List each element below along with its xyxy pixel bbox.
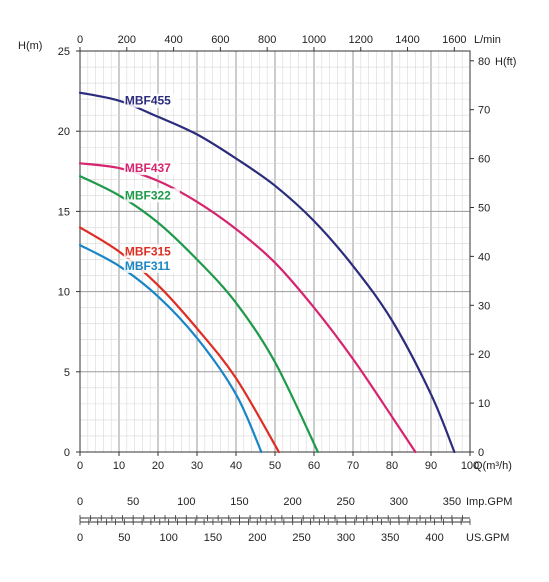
x-top-tick-label: 1000 bbox=[302, 34, 326, 46]
series-label-background bbox=[123, 258, 180, 273]
us_gpm-tick-label: 200 bbox=[248, 532, 266, 544]
us_gpm-tick-label: 300 bbox=[337, 532, 355, 544]
series-label-mbf437: MBF437 bbox=[125, 161, 171, 175]
x-top-tick-label: 1200 bbox=[349, 34, 373, 46]
imp_gpm-tick-label: 100 bbox=[177, 496, 195, 508]
imp_gpm-tick-label: 50 bbox=[127, 496, 139, 508]
series-curve-mbf322 bbox=[78, 175, 319, 454]
y-right-tick-label: 20 bbox=[478, 349, 490, 361]
y-right-tick-label: 70 bbox=[478, 105, 490, 117]
series-curve-mbf315 bbox=[78, 226, 280, 454]
us_gpm-axis-title: US.GPM bbox=[466, 532, 509, 544]
series-label-mbf455: MBF455 bbox=[125, 94, 171, 108]
y-left-tick-label: 5 bbox=[64, 367, 70, 379]
x-top-tick-label: 400 bbox=[164, 34, 182, 46]
x-bottom-tick-label: 0 bbox=[77, 460, 83, 472]
y-right-tick-label: 10 bbox=[478, 398, 490, 410]
x-top-tick-label: 0 bbox=[77, 34, 83, 46]
series-label-background bbox=[123, 161, 180, 176]
series-label-mbf315: MBF315 bbox=[125, 245, 171, 259]
imp_gpm-tick-label: 0 bbox=[77, 496, 83, 508]
us_gpm-tick-label: 50 bbox=[118, 532, 130, 544]
x-top-tick-label: 200 bbox=[118, 34, 136, 46]
us_gpm-tick-label: 100 bbox=[159, 532, 177, 544]
y-left-tick-label: 15 bbox=[58, 206, 70, 218]
series-label-mbf311: MBF311 bbox=[125, 259, 171, 273]
imp_gpm-tick-label: 350 bbox=[443, 496, 461, 508]
x-bottom-tick-label: 40 bbox=[230, 460, 242, 472]
imp_gpm-tick-label: 300 bbox=[390, 496, 408, 508]
y-right-tick-label: 30 bbox=[478, 300, 490, 312]
x-bottom-tick-label: 60 bbox=[308, 460, 320, 472]
series-curve-mbf455 bbox=[78, 91, 456, 454]
y-left-tick-label: 20 bbox=[58, 126, 70, 138]
us_gpm-tick-label: 250 bbox=[292, 532, 310, 544]
y-right-tick-label: 80 bbox=[478, 56, 490, 68]
y-left-tick-label: 10 bbox=[58, 287, 70, 299]
x-bottom-tick-label: 70 bbox=[347, 460, 359, 472]
x-top-tick-label: 1400 bbox=[395, 34, 419, 46]
x-bottom-tick-label: 100 bbox=[461, 460, 479, 472]
series-label-background bbox=[123, 188, 180, 203]
x-bottom-axis-title: Q(m³/h) bbox=[474, 460, 512, 472]
y-right-tick-label: 0 bbox=[478, 447, 484, 459]
y-right-tick-label: 40 bbox=[478, 251, 490, 263]
series-label-background bbox=[123, 244, 180, 259]
y-left-axis-title: H(m) bbox=[18, 40, 42, 52]
x-bottom-tick-label: 30 bbox=[191, 460, 203, 472]
series-label-mbf322: MBF322 bbox=[125, 188, 171, 202]
us_gpm-tick-label: 150 bbox=[204, 532, 222, 544]
x-bottom-tick-label: 50 bbox=[269, 460, 281, 472]
imp_gpm-tick-label: 250 bbox=[336, 496, 354, 508]
x-bottom-tick-label: 90 bbox=[425, 460, 437, 472]
imp_gpm-axis-title: Imp.GPM bbox=[466, 496, 512, 508]
x-top-axis-title: L/min bbox=[474, 34, 501, 46]
x-bottom-tick-label: 80 bbox=[386, 460, 398, 472]
y-left-tick-label: 25 bbox=[58, 46, 70, 58]
x-bottom-tick-label: 20 bbox=[152, 460, 164, 472]
y-left-tick-label: 0 bbox=[64, 447, 70, 459]
imp_gpm-tick-label: 150 bbox=[230, 496, 248, 508]
series-curve-mbf311 bbox=[78, 244, 263, 454]
x-top-tick-label: 600 bbox=[211, 34, 229, 46]
x-top-tick-label: 1600 bbox=[442, 34, 466, 46]
y-right-tick-label: 50 bbox=[478, 202, 490, 214]
x-bottom-tick-label: 10 bbox=[113, 460, 125, 472]
us_gpm-tick-label: 400 bbox=[425, 532, 443, 544]
us_gpm-tick-label: 0 bbox=[77, 532, 83, 544]
series-label-background bbox=[123, 93, 180, 108]
us_gpm-tick-label: 350 bbox=[381, 532, 399, 544]
imp_gpm-tick-label: 200 bbox=[283, 496, 301, 508]
curves bbox=[78, 91, 456, 454]
y-right-tick-label: 60 bbox=[478, 154, 490, 166]
x-top-tick-label: 800 bbox=[258, 34, 276, 46]
y-right-axis-title: H(ft) bbox=[495, 56, 516, 68]
